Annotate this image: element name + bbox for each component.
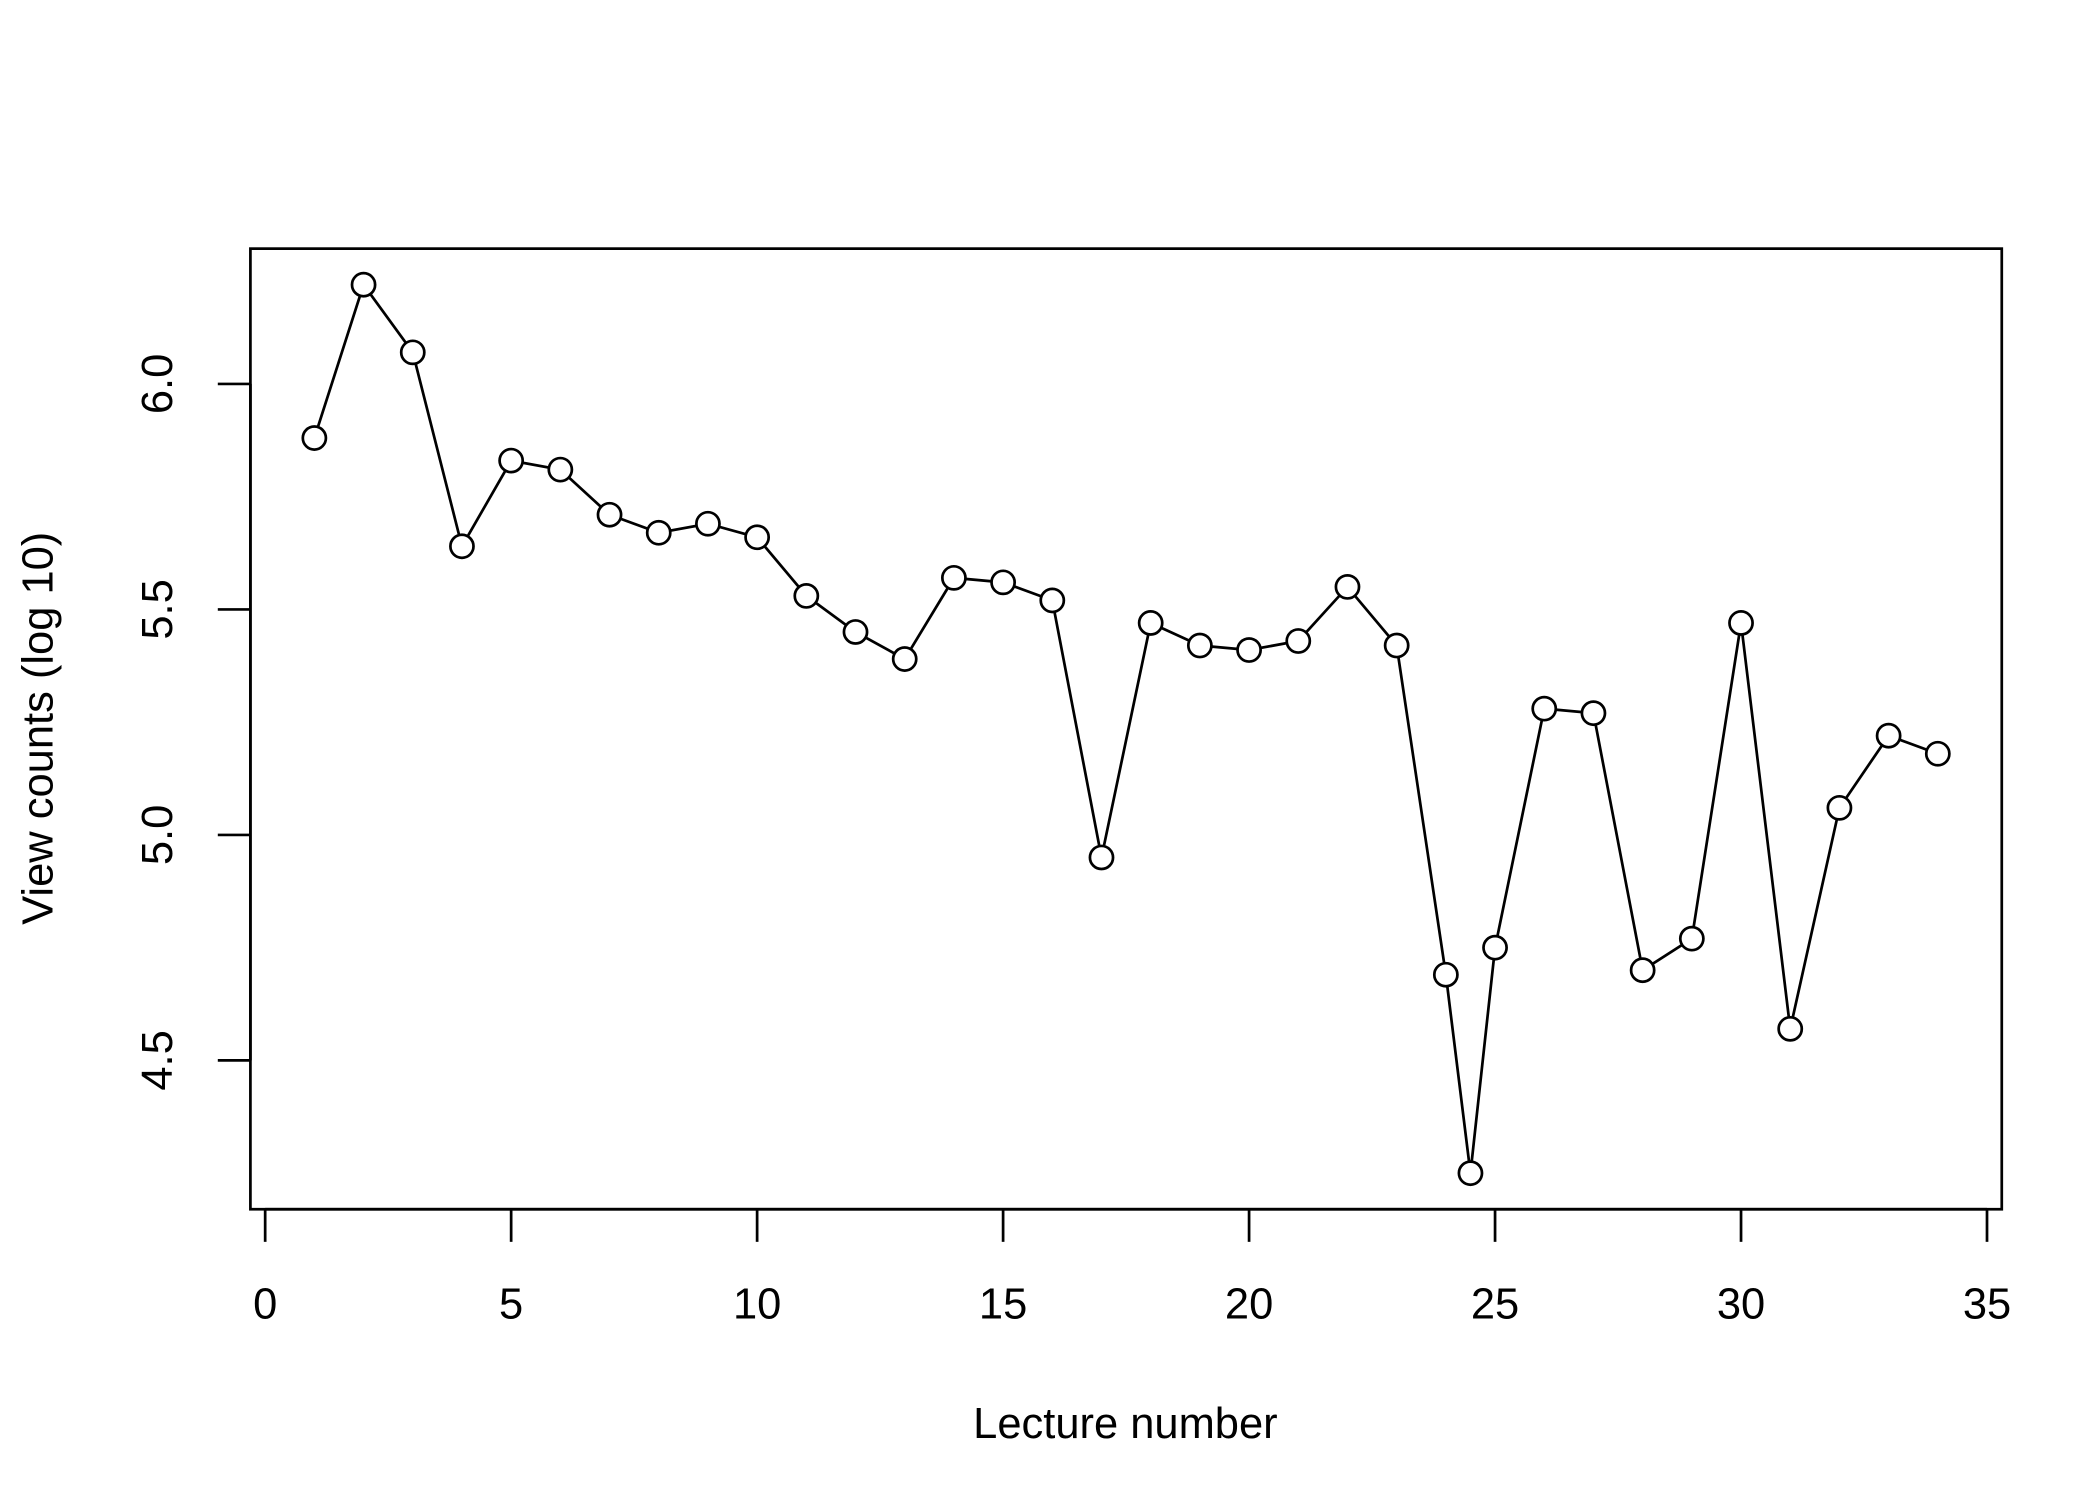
- data-point: [1334, 573, 1361, 600]
- data-point: [1186, 632, 1213, 659]
- y-tick-label: 6.0: [134, 354, 182, 414]
- data-point: [891, 646, 918, 672]
- data-point: [645, 519, 672, 546]
- data-point: [1457, 1160, 1484, 1187]
- x-tick-label: 30: [1717, 1281, 1765, 1329]
- data-point: [1875, 722, 1902, 749]
- data-point: [1678, 925, 1705, 952]
- data-point: [1826, 794, 1853, 821]
- x-tick-label: 0: [253, 1281, 277, 1329]
- data-point: [842, 619, 869, 645]
- data-point: [1383, 632, 1410, 659]
- data-point: [350, 271, 377, 298]
- y-tick-label: 5.5: [134, 579, 182, 639]
- data-point: [1432, 961, 1459, 988]
- data-point: [1531, 695, 1558, 722]
- x-tick-label: 15: [979, 1281, 1027, 1329]
- data-point: [744, 524, 771, 551]
- data-point: [547, 456, 574, 483]
- data-point: [399, 339, 426, 366]
- x-tick-label: 20: [1225, 1281, 1273, 1329]
- data-point: [1580, 700, 1607, 727]
- y-axis-label: View counts (log 10): [15, 532, 63, 925]
- data-point: [1039, 587, 1066, 614]
- data-point: [1285, 628, 1312, 654]
- data-point: [695, 510, 721, 537]
- data-point: [596, 501, 623, 528]
- data-point: [1088, 844, 1115, 871]
- plot-frame: [249, 247, 2004, 1211]
- data-point: [1777, 1015, 1804, 1042]
- data-point: [498, 447, 525, 474]
- x-tick-label: 25: [1471, 1281, 1519, 1329]
- data-point: [1482, 934, 1508, 961]
- y-tick-label: 4.5: [134, 1030, 182, 1090]
- data-point: [940, 564, 967, 591]
- data-line: [313, 281, 1939, 1174]
- data-point: [1924, 740, 1951, 767]
- data-point: [793, 582, 820, 609]
- data-point: [1236, 637, 1262, 663]
- data-point: [990, 569, 1017, 596]
- data-point: [1728, 610, 1754, 636]
- x-tick-label: 35: [1963, 1281, 2011, 1329]
- x-tick-label: 5: [499, 1281, 523, 1329]
- data-point: [1629, 957, 1656, 984]
- data-point: [1137, 610, 1164, 636]
- data-point: [449, 533, 475, 560]
- y-tick-label: 5.0: [134, 805, 182, 865]
- data-point: [301, 425, 328, 451]
- x-axis-label: Lecture number: [973, 1400, 1277, 1448]
- x-tick-label: 10: [733, 1281, 781, 1329]
